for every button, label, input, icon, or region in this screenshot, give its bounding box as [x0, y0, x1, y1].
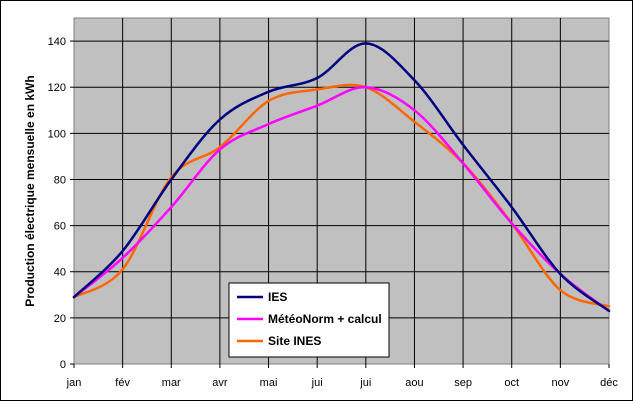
x-tick-label: mai — [260, 377, 278, 389]
y-tick-label: 120 — [48, 82, 66, 94]
x-tick-label: oct — [504, 377, 519, 389]
x-tick-label: jan — [66, 377, 82, 389]
y-tick-label: 60 — [54, 221, 66, 233]
y-tick-label: 100 — [48, 128, 66, 140]
legend: IES MétéoNorm + calcul Site INES — [228, 282, 390, 358]
x-tick-label: mar — [162, 377, 181, 389]
y-tick-label: 80 — [54, 174, 66, 186]
y-tick-label: 20 — [54, 313, 66, 325]
series-line-1 — [72, 42, 611, 313]
x-tick-label: déc — [600, 377, 618, 389]
x-tick-label: sep — [454, 377, 472, 389]
x-tick-label: jui — [359, 377, 371, 389]
series-lines — [72, 42, 611, 313]
x-tick-label: jui — [311, 377, 323, 389]
legend-label: MétéoNorm + calcul — [268, 312, 382, 326]
gridlines — [74, 18, 609, 364]
series-line-2 — [72, 85, 611, 313]
y-tick-labels: 0 20 40 60 80 100 120 140 — [48, 36, 74, 371]
y-tick-label: 0 — [60, 359, 66, 371]
x-tick-label: avr — [212, 377, 228, 389]
y-axis-label: Production électrique mensuelle en kWh — [23, 75, 37, 306]
y-tick-label: 140 — [48, 36, 66, 48]
x-tick-label: fév — [115, 377, 130, 389]
y-tick-label: 40 — [54, 267, 66, 279]
legend-label: Site INES — [268, 334, 321, 348]
x-tick-label: nov — [551, 377, 569, 389]
x-tick-labels: jan fév mar avr mai jui jui aou sep oct nov déc — [66, 364, 618, 389]
x-tick-label: aou — [405, 377, 423, 389]
legend-label: IES — [268, 290, 287, 304]
